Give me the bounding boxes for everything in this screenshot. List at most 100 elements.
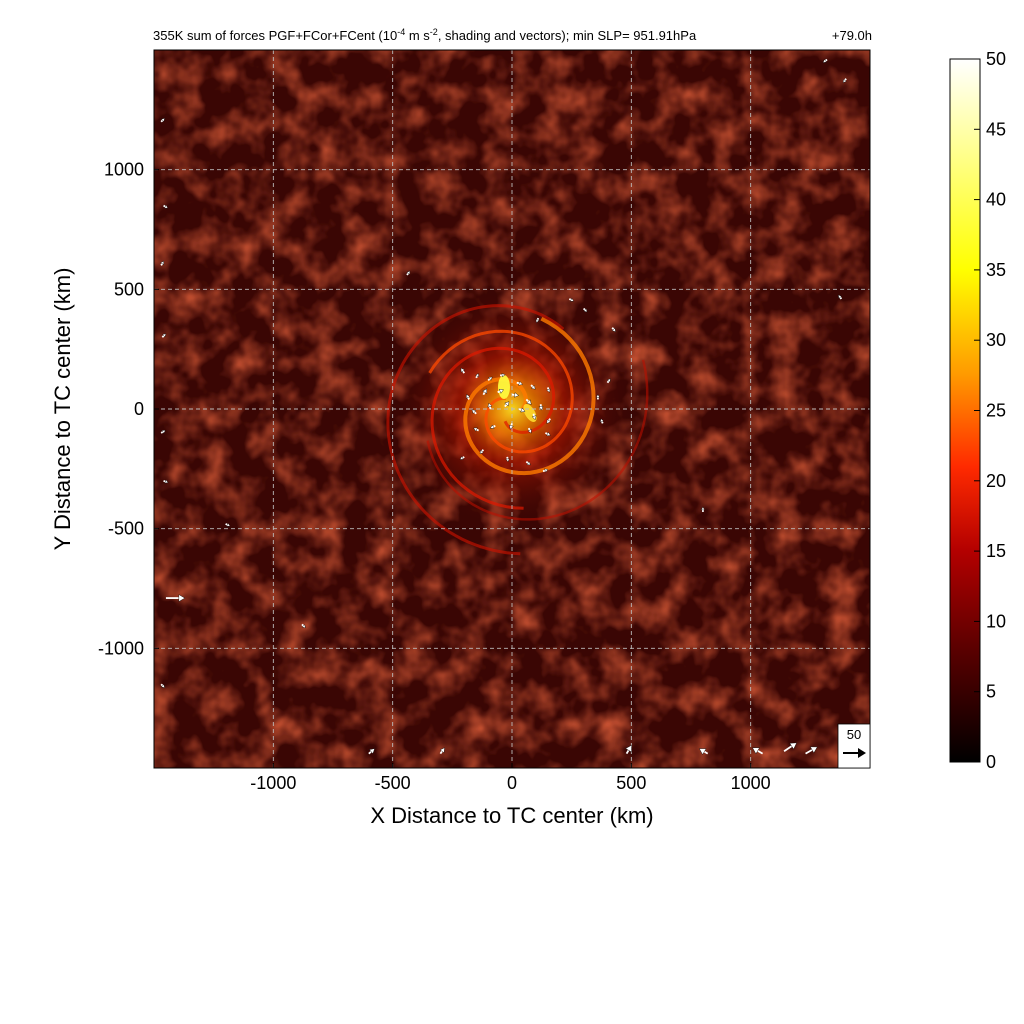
force-vector	[487, 402, 493, 410]
force-vector-head	[471, 409, 477, 414]
heatmap-field	[154, 50, 870, 768]
force-vector	[439, 747, 445, 755]
force-vector-shaft	[160, 119, 164, 123]
force-vector-shaft	[497, 390, 501, 394]
force-vector-shaft	[462, 456, 465, 459]
force-vector-head	[546, 431, 551, 436]
force-vector-head	[789, 742, 798, 750]
force-vector	[542, 468, 549, 473]
force-vector	[471, 409, 477, 415]
force-vector-shaft	[536, 317, 540, 321]
force-vector-head	[162, 333, 167, 338]
force-vector	[535, 317, 540, 324]
colorbar-tick-label: 45	[986, 119, 1006, 139]
force-vector-head	[546, 419, 552, 424]
force-vector-head	[501, 373, 506, 378]
colorbar-tick-label: 20	[986, 471, 1006, 491]
force-vector	[582, 307, 588, 313]
force-vector	[301, 623, 306, 629]
force-vector-head	[606, 378, 611, 383]
force-vector-head	[459, 455, 464, 460]
time-label: +79.0h	[832, 28, 872, 43]
force-vector-shaft	[805, 749, 813, 755]
force-vector-shaft	[492, 424, 496, 428]
force-vector-shaft	[611, 327, 615, 330]
force-vector-shaft	[467, 397, 470, 400]
force-vector-shaft	[368, 750, 372, 755]
force-vector-head	[698, 748, 707, 755]
force-vector-shaft	[516, 381, 520, 385]
force-vector-shaft	[504, 404, 508, 408]
y-tick-label: 500	[114, 279, 144, 299]
force-vector-head	[527, 428, 532, 434]
x-tick-label: 500	[616, 773, 646, 793]
colorbar-tick-label: 30	[986, 330, 1006, 350]
force-vector	[606, 378, 611, 384]
force-vector	[165, 594, 186, 602]
force-vector	[700, 506, 706, 512]
force-vector-head	[700, 506, 706, 511]
force-vector	[460, 367, 466, 374]
force-vector	[163, 479, 169, 484]
colorbar-tick-label: 15	[986, 541, 1006, 561]
force-vector-head	[518, 380, 524, 386]
force-vector-shaft	[406, 272, 409, 276]
force-vector-shaft	[757, 750, 764, 755]
force-vector-shaft	[525, 398, 529, 403]
force-vector-head	[505, 458, 510, 463]
peak-core	[498, 375, 510, 399]
force-vector	[525, 460, 531, 466]
force-vector-shaft	[488, 406, 492, 410]
force-vector	[530, 384, 536, 390]
force-vector	[516, 380, 524, 386]
force-vector-shaft	[161, 335, 165, 338]
force-vector	[531, 413, 537, 421]
colorbar-tick-label: 40	[986, 190, 1006, 210]
force-vector	[752, 747, 764, 755]
force-vector	[160, 117, 165, 123]
force-vector	[508, 423, 514, 430]
force-vector	[504, 401, 510, 408]
force-vector-shaft	[301, 623, 305, 627]
force-vector	[482, 388, 487, 396]
force-vector-shaft	[548, 418, 551, 422]
force-vector-head	[530, 384, 536, 390]
force-vector-shaft	[462, 370, 466, 374]
force-vector-head	[439, 747, 445, 754]
force-vector-head	[301, 624, 306, 629]
force-vector-shaft	[703, 750, 709, 755]
force-vector	[487, 376, 493, 381]
force-vector-shaft	[473, 411, 477, 415]
reference-vector-box	[837, 723, 871, 769]
force-vector	[838, 294, 843, 300]
colorbar-tick-label: 25	[986, 401, 1006, 421]
force-vector-head	[531, 415, 537, 421]
force-vector-head	[752, 747, 760, 755]
x-tick-label: -1000	[250, 773, 296, 793]
force-vector	[525, 398, 532, 405]
force-vector	[160, 683, 165, 689]
force-vector	[600, 418, 604, 424]
force-vector	[368, 748, 375, 755]
force-vector-head	[160, 684, 165, 689]
force-vector-shaft	[530, 384, 534, 388]
force-vector-shaft	[542, 469, 546, 473]
force-vector-shaft	[582, 307, 586, 311]
force-vector	[546, 418, 552, 424]
force-vector-shaft	[839, 296, 843, 300]
x-tick-label: -500	[375, 773, 411, 793]
reference-vector-arrowhead	[858, 748, 866, 758]
force-vector-shaft	[824, 58, 828, 62]
force-vector-head	[822, 58, 827, 63]
spiral-band	[426, 359, 649, 521]
force-vector	[518, 407, 526, 413]
y-tick-label: 1000	[104, 160, 144, 180]
reference-vector-key: 50	[837, 723, 871, 769]
force-vector-head	[164, 204, 169, 209]
force-vector-shaft	[518, 408, 522, 411]
force-vector-head	[526, 399, 532, 405]
force-vector-head	[160, 117, 165, 123]
force-vector-head	[595, 394, 601, 398]
grid-lines	[154, 50, 870, 768]
force-vector-shaft	[163, 479, 166, 483]
